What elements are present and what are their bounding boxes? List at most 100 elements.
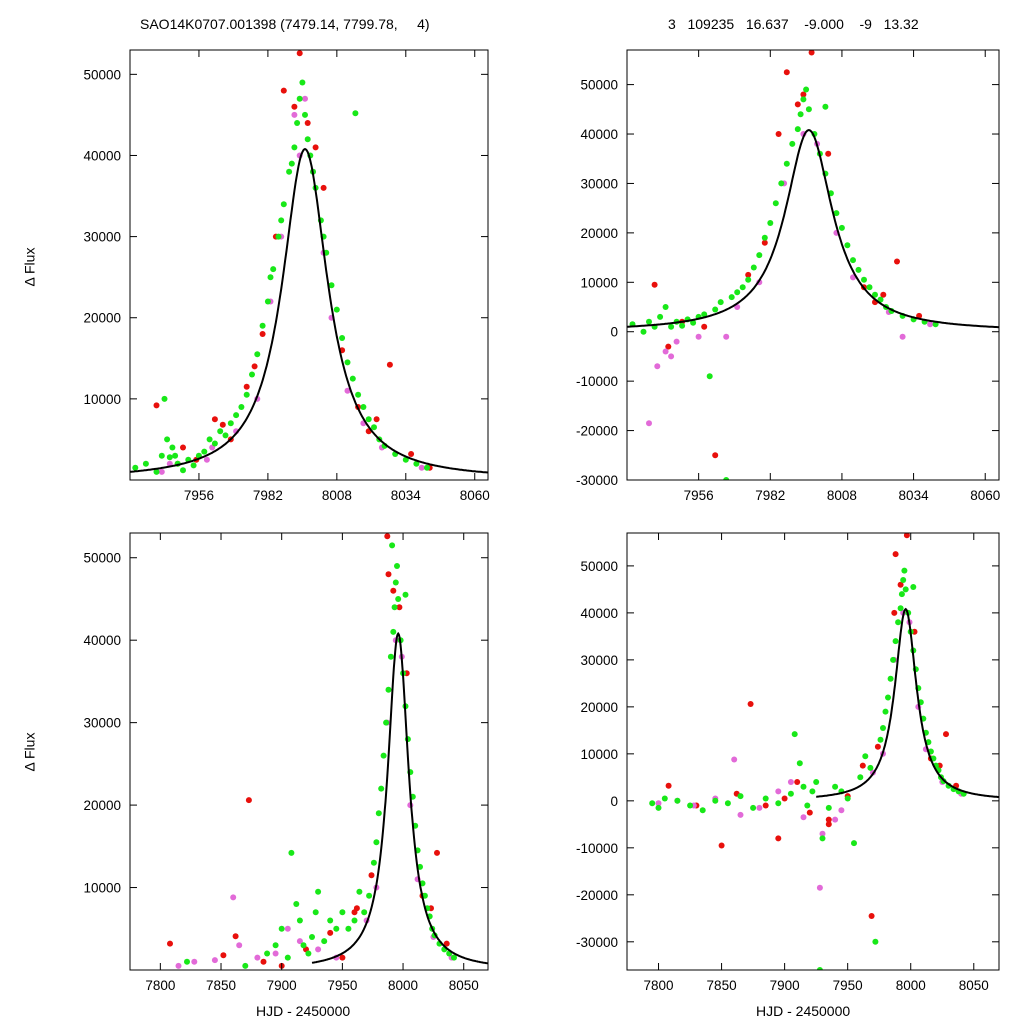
- data-point-green: [233, 412, 240, 419]
- data-point-green: [844, 795, 851, 802]
- data-point-green: [299, 79, 306, 86]
- data-point-green: [787, 790, 794, 797]
- data-point-red: [373, 416, 380, 423]
- data-point-green: [361, 909, 368, 916]
- panel-bottom-left: 7800 7850 7900 7950 8000 8050 10000 20000 30000 4…: [83, 532, 489, 993]
- data-point-magenta: [800, 814, 807, 821]
- data-point-magenta: [211, 957, 218, 964]
- panel-top-right: 7956 7982 8008 8034 8060 -30000 -20000 -10000 0 1…: [576, 49, 1000, 503]
- data-point-green: [327, 917, 334, 924]
- y-tick-label: 20000: [83, 311, 121, 326]
- data-point-red: [368, 872, 375, 879]
- data-point-red: [794, 101, 801, 108]
- data-point-green: [254, 351, 261, 358]
- data-point-magenta: [344, 387, 351, 394]
- y-tick-label: 50000: [580, 78, 618, 93]
- data-point-green: [375, 810, 382, 817]
- data-point-green: [872, 938, 879, 945]
- data-point-green: [640, 328, 647, 335]
- data-point-green: [402, 591, 409, 598]
- y-tick-label: -20000: [576, 888, 618, 903]
- x-tick-label: 7956: [184, 488, 214, 503]
- data-point-green: [394, 563, 400, 569]
- data-point-magenta: [284, 925, 291, 932]
- data-point-green: [699, 807, 706, 814]
- data-point-green: [706, 373, 713, 380]
- panel-bottom-right: 7800 7850 7900 7950 8000 8050 -30000 -20000 -100…: [576, 532, 1000, 993]
- x-tick-label: 7982: [253, 488, 283, 503]
- data-point-green: [360, 404, 367, 410]
- data-point-green: [724, 800, 731, 807]
- data-point-green: [877, 296, 884, 303]
- data-points: [629, 50, 939, 480]
- data-point-green: [857, 774, 864, 781]
- data-point-green: [373, 839, 380, 846]
- data-point-green: [242, 962, 249, 969]
- data-points: [649, 533, 967, 970]
- data-point-red: [167, 940, 173, 947]
- data-point-green: [687, 802, 694, 809]
- data-point-red: [180, 444, 186, 451]
- data-point-magenta: [291, 111, 298, 118]
- data-point-green: [772, 200, 779, 207]
- data-point-red: [874, 743, 881, 750]
- data-point-green: [750, 264, 757, 271]
- data-point-green: [851, 840, 857, 847]
- data-point-green: [392, 579, 399, 586]
- data-point-magenta: [254, 954, 261, 961]
- y-tick-label: -10000: [576, 841, 618, 856]
- data-point-red: [859, 762, 866, 769]
- data-point-green: [825, 804, 832, 811]
- data-point-green: [302, 111, 308, 118]
- data-point-magenta: [203, 456, 210, 463]
- data-point-green: [333, 925, 340, 932]
- data-point-green: [882, 708, 889, 715]
- data-point-green: [778, 180, 785, 187]
- data-point-red: [219, 421, 226, 428]
- data-point-magenta: [723, 333, 730, 340]
- chart-title-left: SAO14K0707.001398 (7479.14, 7799.78, 4): [140, 16, 430, 32]
- data-point-green: [389, 542, 396, 549]
- data-point-red: [665, 782, 672, 789]
- data-point-green: [365, 416, 372, 423]
- plot-frame: [626, 532, 1000, 971]
- data-point-green: [378, 785, 385, 792]
- data-point-green: [227, 420, 234, 427]
- data-point-green: [885, 694, 891, 701]
- data-point-green: [300, 942, 307, 949]
- data-point-red: [868, 913, 875, 919]
- data-point-red: [396, 604, 403, 611]
- y-tick-label: 20000: [83, 798, 121, 813]
- data-point-magenta: [418, 464, 425, 471]
- data-point-green: [862, 753, 869, 760]
- y-tick-label: 30000: [83, 230, 121, 245]
- data-point-green: [649, 800, 656, 807]
- data-point-green: [668, 323, 675, 330]
- data-point-green: [690, 319, 697, 326]
- data-point-red: [385, 571, 392, 578]
- data-point-green: [355, 391, 362, 398]
- data-point-red: [781, 795, 788, 802]
- data-point-green: [662, 304, 669, 310]
- x-tick-label: 8060: [460, 488, 490, 503]
- data-point-green: [294, 120, 301, 126]
- x-tick-label: 7900: [770, 978, 800, 993]
- data-point-green: [797, 111, 804, 118]
- y-tick-label: 20000: [580, 226, 618, 241]
- y-tick-label: 10000: [580, 747, 618, 762]
- data-point-green: [267, 274, 274, 281]
- data-point-red: [220, 952, 227, 959]
- data-point-green: [288, 849, 295, 856]
- data-point-magenta: [787, 779, 794, 785]
- data-point-red: [243, 383, 250, 390]
- data-point-red: [718, 842, 725, 849]
- data-point-magenta: [646, 420, 652, 427]
- data-point-red: [339, 954, 346, 961]
- data-point-green: [902, 586, 909, 593]
- panel-top-left: 7956 7982 8008 8034 8060 10000 20000 30000 40000…: [83, 49, 490, 503]
- data-point-green: [805, 106, 812, 113]
- y-tick-label: 30000: [83, 716, 121, 731]
- data-point-green: [892, 638, 899, 645]
- data-point-red: [351, 909, 358, 916]
- data-point-green: [201, 448, 208, 455]
